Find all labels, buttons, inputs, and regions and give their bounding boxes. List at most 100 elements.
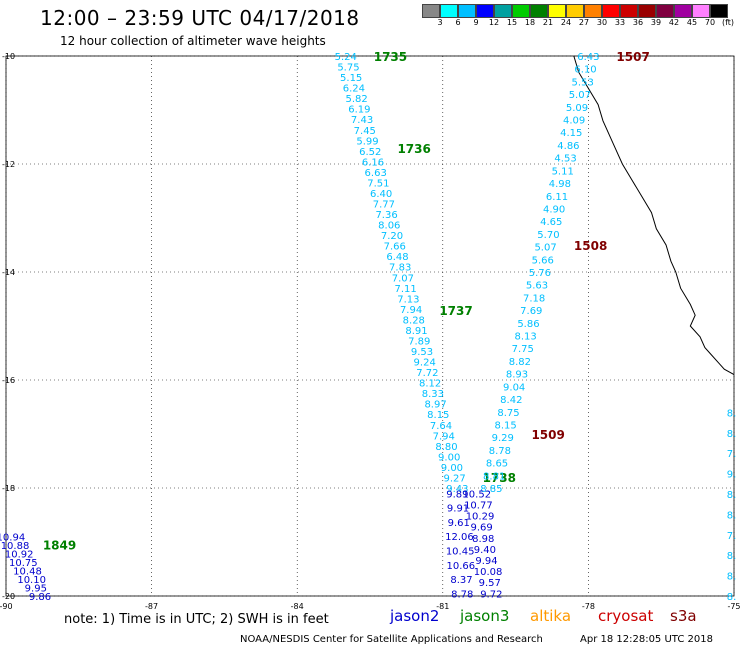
colorbar-swatch — [584, 4, 602, 18]
wave-height-value: 8.65 — [486, 459, 508, 470]
wave-height-value: 6.11 — [546, 192, 568, 203]
page-subtitle: 12 hour collection of altimeter wave hei… — [60, 34, 326, 48]
pass-time-label: 1509 — [531, 428, 564, 442]
wave-height-value: 10.29 — [466, 512, 495, 523]
wave-height-value: 7.45 — [354, 126, 376, 137]
legend-item: altika — [530, 607, 572, 625]
y-tick-label: -18 — [2, 484, 15, 493]
wave-height-value: 4.15 — [560, 128, 582, 139]
wave-height-value: 8.98 — [472, 534, 494, 545]
wave-height-value: 8.12 — [419, 379, 441, 390]
wave-height-value: 8.15 — [427, 410, 449, 421]
wave-height-value: 8.37 — [450, 575, 472, 586]
pass-time-label: 1508 — [574, 239, 607, 253]
colorbar-swatch — [422, 4, 440, 18]
footer-credit: NOAA/NESDIS Center for Satellite Applica… — [240, 634, 543, 645]
y-tick-label: -12 — [2, 160, 15, 169]
wave-height-value: 6.63 — [365, 168, 387, 179]
x-tick-label: -84 — [291, 602, 304, 611]
colorbar-label: 18 — [524, 18, 536, 27]
wave-height-value: 5.07 — [569, 90, 591, 101]
wave-height-value: 6.19 — [348, 105, 370, 116]
wave-height-value: 8.78 — [489, 446, 511, 457]
wave-height-value: 9.72 — [480, 589, 502, 600]
wave-height-value: 8.97 — [424, 400, 446, 411]
colorbar-label: 33 — [614, 18, 626, 27]
colorbar-label: 12 — [488, 18, 500, 27]
colorbar-swatch — [458, 4, 476, 18]
wave-height-value: 5.76 — [529, 268, 551, 279]
wave-height-value: 9.61 — [448, 518, 470, 529]
map-frame — [5, 55, 735, 597]
wave-height-value: 7.11 — [394, 284, 416, 295]
wave-height-value: 8. — [727, 572, 737, 583]
wave-height-value: 8.42 — [500, 395, 522, 406]
wave-height-value: 10.48 — [13, 567, 42, 578]
wave-height-value: 5.07 — [534, 243, 556, 254]
wave-height-value: 8.80 — [435, 442, 457, 453]
wave-height-value: 8.33 — [422, 389, 444, 400]
colorbar-swatch — [638, 4, 656, 18]
wave-height-value: 8.06 — [378, 221, 400, 232]
wave-height-value: 4.90 — [543, 204, 565, 215]
wave-height-value: 4.86 — [557, 141, 579, 152]
pass-time-label: 1737 — [439, 304, 472, 318]
wave-height-value: 9.43 — [446, 484, 468, 495]
y-tick-label: -16 — [2, 376, 15, 385]
wave-height-value: 10.10 — [17, 575, 46, 586]
colorbar-swatch — [548, 4, 566, 18]
colorbar-label: 27 — [578, 18, 590, 27]
wave-height-value: 7.20 — [381, 231, 403, 242]
pass-time-label: 1736 — [397, 142, 430, 156]
wave-height-value: 7.66 — [384, 242, 406, 253]
wave-height-value: 10.75 — [9, 558, 38, 569]
wave-height-value: 10.08 — [474, 567, 503, 578]
wave-height-value: 6.10 — [574, 65, 596, 76]
wave-height-value: 10.45 — [446, 546, 475, 557]
wave-height-value: 5.63 — [526, 281, 548, 292]
wave-height-value: 7.77 — [373, 200, 395, 211]
wave-height-value: 10.92 — [5, 550, 34, 561]
wave-height-value: 9.91 — [447, 504, 469, 515]
footer-timestamp: Apr 18 12:28:05 UTC 2018 — [580, 634, 713, 645]
wave-height-value: 5.11 — [552, 166, 574, 177]
wave-height-value: 4.98 — [549, 179, 571, 190]
wave-height-value: 4.09 — [563, 116, 585, 127]
colorbar-label: 9 — [473, 18, 479, 27]
wave-height-value: 7.69 — [520, 306, 542, 317]
wave-height-value: 5.15 — [340, 73, 362, 84]
colorbar-swatch — [602, 4, 620, 18]
wave-height-value: 8.13 — [514, 332, 536, 343]
wave-height-value: 9.27 — [444, 473, 466, 484]
colorbar-label: 6 — [455, 18, 461, 27]
wave-height-value: 4.65 — [540, 217, 562, 228]
wave-height-colorbar: 3 6 9 12 15 18 21 24 27 30 33 36 39 42 45 70 (ft) — [422, 4, 737, 27]
wave-height-value: 8.93 — [506, 370, 528, 381]
wave-height-value: 7.43 — [351, 115, 373, 126]
wave-height-value: 5.86 — [517, 319, 539, 330]
colorbar-swatch — [656, 4, 674, 18]
wave-height-value: 9.24 — [414, 358, 436, 369]
colorbar-swatch — [674, 4, 692, 18]
colorbar-swatch — [710, 4, 728, 18]
pass-time-label: 1738 — [483, 471, 516, 485]
wave-height-value: 7.18 — [523, 293, 545, 304]
x-tick-label: -78 — [582, 602, 595, 611]
y-tick-label: -20 — [2, 592, 15, 601]
colorbar-label: 36 — [632, 18, 644, 27]
wave-height-value: 10.66 — [447, 561, 476, 572]
x-tick-label: -87 — [145, 602, 158, 611]
wave-height-value: 7.89 — [408, 336, 430, 347]
colorbar-label: 42 — [668, 18, 680, 27]
wave-height-value: 7. — [727, 449, 737, 460]
wave-height-value: 8.91 — [405, 326, 427, 337]
wave-height-value: 9.89 — [446, 489, 468, 500]
colorbar-swatch — [494, 4, 512, 18]
wave-height-value: 7.75 — [512, 344, 534, 355]
wave-height-value: 8.28 — [403, 315, 425, 326]
wave-height-value: 9.04 — [503, 382, 525, 393]
wave-height-value: 5.66 — [532, 255, 554, 266]
x-tick-label: -81 — [436, 602, 449, 611]
wave-height-value: 5.09 — [566, 103, 588, 114]
